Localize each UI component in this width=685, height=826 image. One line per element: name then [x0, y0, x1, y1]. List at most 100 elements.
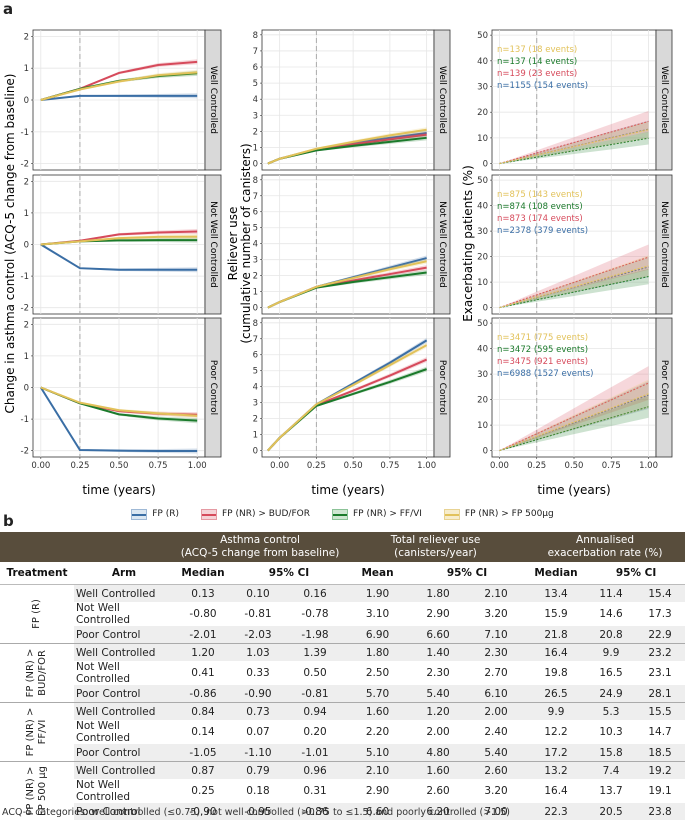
x-tick-label: 0.75 — [380, 461, 399, 471]
value-cell: 0.41 — [191, 667, 215, 679]
chart-legend: FP (R) FP (NR) > BUD/FOR FP (NR) > FF/VI… — [0, 503, 685, 525]
arm-cell: Well Controlled — [74, 584, 174, 602]
y-axis-title-line: Reliever use — [226, 207, 240, 281]
facet-strip-label: Well Controlled — [208, 66, 218, 134]
value-cell: 21.8 — [525, 626, 588, 644]
value-cell: 15.5 — [635, 702, 685, 720]
legend-label: FP (NR) > FF/VI — [352, 509, 422, 519]
value-cell: 13.7 — [599, 785, 623, 797]
series-line — [40, 94, 198, 101]
x-tick-label: 0.25 — [307, 461, 326, 471]
y-tick-label: 8 — [253, 319, 258, 329]
y-tick-label: 1 — [24, 352, 29, 362]
value-cell: 1.20 — [409, 702, 468, 720]
x-tick-label: 1.00 — [639, 461, 658, 471]
table-row: Poor Control -0.90 -0.95 -0.86 6.60 6.20 7.00 2… — [0, 803, 685, 820]
table-row: FP (NR) > FP 500 µg Well Controlled 0.87 0.7… — [0, 761, 685, 820]
series-line — [499, 265, 649, 309]
arm-cell: Poor Control — [74, 803, 174, 820]
y-tick-label: 2 — [24, 32, 29, 42]
value-cell: 0.50 — [303, 667, 327, 679]
facet-panel: -2 -1 0 1 2 Not Well Controlled — [21, 174, 222, 315]
facet-strip-label: Well Controlled — [437, 66, 447, 134]
y-tick-label: 30 — [477, 83, 488, 93]
series-line — [499, 129, 649, 165]
y-tick-label: 20 — [477, 396, 488, 406]
y-tick-label: 8 — [253, 176, 258, 186]
table-row: Not Well Controlled 0.14 0.07 0.20 2.20 2.00 2… — [0, 720, 685, 744]
value-cell: 2.00 — [426, 726, 450, 738]
value-cell: -1.01 — [284, 744, 347, 762]
facet-strip — [204, 317, 222, 458]
value-cell: 20.8 — [587, 626, 636, 644]
series-ci-band — [499, 268, 649, 308]
y-tick-label: 0 — [253, 447, 258, 457]
value-cell: 2.30 — [467, 643, 526, 661]
col-header-arm: Arm — [74, 562, 174, 585]
col-header-exa-ci: 95% CI — [587, 562, 685, 585]
y-tick-label: 10 — [477, 421, 488, 431]
value-cell: 1.80 — [409, 584, 468, 602]
series-ci-band — [40, 70, 198, 101]
table-row: Not Well Controlled 0.41 0.33 0.50 2.50 2.30 2… — [0, 661, 685, 685]
x-tick-label: 1.00 — [417, 461, 436, 471]
value-cell: 0.18 — [246, 785, 270, 797]
arm-cell: Well Controlled — [74, 643, 174, 661]
value-cell: 0.10 — [232, 584, 284, 602]
y-tick-label: 30 — [477, 227, 488, 237]
y-tick-label: -2 — [21, 160, 29, 170]
value-cell: 20.5 — [587, 803, 636, 820]
y-tick-label: 1 — [253, 143, 258, 153]
y-tick-label: -2 — [21, 447, 29, 457]
facet-strip — [655, 29, 673, 171]
series-line — [499, 275, 649, 309]
x-axis-title: time (years) — [311, 483, 384, 497]
col-header-acq-ci: 95% CI — [232, 562, 347, 585]
y-axis-title: Reliever use(cumulative number of canist… — [226, 143, 253, 343]
y-tick-label: 2 — [24, 177, 29, 187]
value-cell: 6.60 — [346, 803, 410, 820]
x-axis-title: time (years) — [537, 483, 610, 497]
legend-swatch — [331, 508, 348, 520]
value-cell: 11.4 — [587, 584, 636, 602]
x-tick-label: 0.75 — [602, 461, 621, 471]
x-tick-label: 1.00 — [188, 461, 207, 471]
facet-panel: -2 -1 0 1 2 Poor Control 0.00 0.25 0.50 0.75 1.00 — [21, 317, 222, 471]
y-tick-label: 8 — [253, 31, 258, 41]
footnote: ACQ-5 categories: well controlled (≤0.75… — [2, 807, 510, 818]
facet-panel: 0 1 2 3 4 5 6 7 8 Poor Control 0.00 0.25 0.50 0.75 1.0… — [253, 317, 451, 471]
plot-area — [261, 174, 435, 315]
facet-panel: 0 10 20 30 40 50 n=875 (143 events) n=874 (108 … — [477, 174, 673, 315]
value-cell: 7.4 — [587, 761, 636, 779]
y-tick-label: 0 — [24, 241, 29, 251]
series-ci-band — [499, 381, 649, 451]
value-cell: 14.6 — [599, 608, 623, 620]
treatment-cell: FP (NR) > BUD/FOR — [0, 643, 74, 703]
series-annotation: n=139 (23 events) — [497, 69, 577, 79]
y-tick-label: 4 — [253, 95, 258, 105]
value-cell: 14.7 — [648, 726, 672, 738]
series-ci-band — [267, 269, 427, 308]
value-cell: 0.84 — [174, 702, 232, 720]
y-tick-label: 2 — [253, 127, 258, 137]
facet-strip-label: Well Controlled — [659, 66, 669, 134]
value-cell: 2.40 — [484, 726, 508, 738]
value-cell: 1.80 — [346, 643, 410, 661]
y-tick-label: 10 — [477, 134, 488, 144]
y-tick-label: 40 — [477, 202, 488, 212]
value-cell: 9.9 — [525, 702, 588, 720]
facet-panel: -2 -1 0 1 2 Well Controlled — [21, 29, 222, 171]
y-tick-label: 0 — [24, 96, 29, 106]
value-cell: 18.5 — [635, 744, 685, 762]
series-ci-band — [267, 265, 427, 308]
col-header-acq-median: Median — [174, 562, 232, 585]
y-tick-label: 3 — [253, 399, 258, 409]
value-cell: -0.81 — [244, 608, 272, 620]
value-cell: -0.81 — [284, 685, 347, 703]
y-tick-label: -1 — [21, 415, 29, 425]
value-cell: 2.50 — [365, 667, 390, 679]
treatment-cell: FP (NR) > FP 500 µg — [0, 761, 74, 820]
value-cell: 5.3 — [587, 702, 636, 720]
value-cell: 2.70 — [484, 667, 508, 679]
y-tick-label: 50 — [477, 31, 488, 41]
